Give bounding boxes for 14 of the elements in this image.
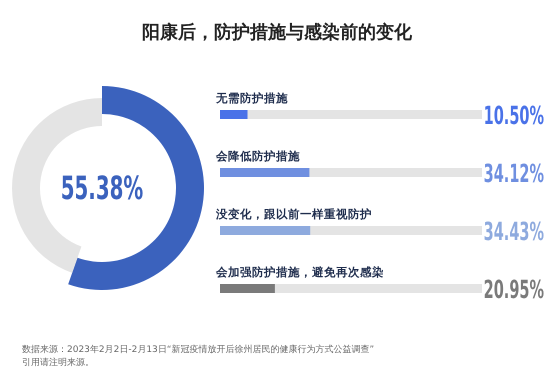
data-label: 55.38% — [60, 170, 144, 208]
bar — [220, 110, 248, 119]
source-note: 数据来源：2023年2月2日-2月13日“新冠疫情放开后徐州居民的健康行为方式公益调查” — [22, 344, 374, 355]
y-tick-label: 会降低防护措施 — [215, 149, 301, 163]
data-label: 20.95% — [484, 274, 544, 304]
bar — [220, 284, 275, 293]
data-label: 10.50% — [484, 100, 544, 130]
y-tick-label: 无需防护措施 — [215, 91, 289, 105]
y-tick-label: 会加强防护措施，避免再次感染 — [215, 265, 384, 279]
text: 引用请注明来源。 — [22, 357, 94, 368]
data-label: 34.12% — [484, 158, 544, 188]
y-tick-label: 没变化，跟以前一样重视防护 — [215, 207, 372, 221]
text: 阳康后，防护措施与感染前的变化 — [142, 22, 413, 43]
data-label: 34.43% — [484, 216, 544, 246]
